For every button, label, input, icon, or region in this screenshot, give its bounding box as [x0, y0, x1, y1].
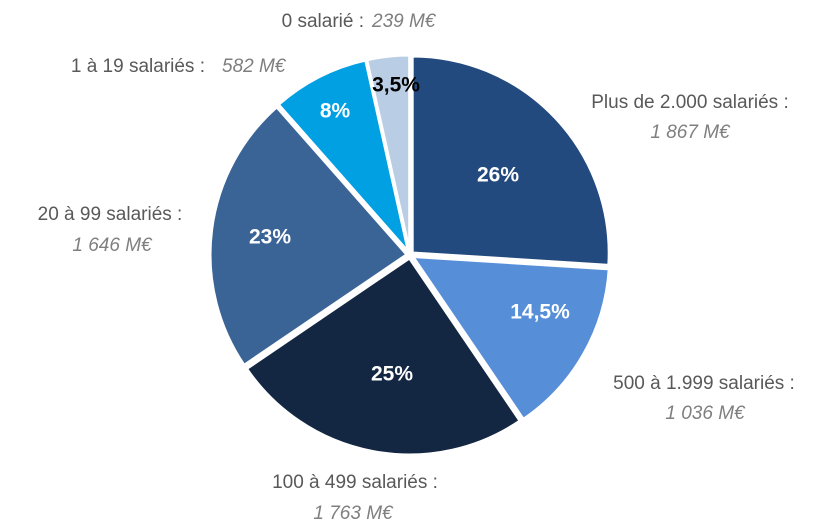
amount-label: 239 M€ [371, 11, 437, 32]
category-label: 500 à 1.999 salariés : [613, 373, 795, 394]
value-label: 23% [249, 226, 291, 249]
amount-label: 1 036 M€ [665, 403, 746, 424]
category-label: 0 salarié : [282, 11, 364, 32]
amount-label: 1 867 M€ [650, 122, 731, 143]
value-label: 25% [371, 363, 413, 386]
pie-slice [410, 54, 611, 267]
value-label: 26% [477, 164, 519, 187]
category-label: 20 à 99 salariés : [38, 204, 183, 225]
pie-slice [208, 104, 410, 368]
value-label: 8% [320, 100, 351, 123]
amount-label: 582 M€ [222, 56, 287, 77]
pie-slice [364, 53, 412, 253]
value-label: 14,5% [510, 301, 570, 324]
category-label: 1 à 19 salariés : [71, 56, 205, 77]
amount-label: 1 646 M€ [72, 235, 153, 256]
category-label: Plus de 2.000 salariés : [591, 92, 789, 113]
pie-slice [409, 254, 611, 422]
amount-label: 1 763 M€ [313, 503, 394, 524]
value-label: 3,5% [372, 74, 420, 97]
category-label: 100 à 499 salariés : [272, 472, 438, 493]
pie-slice [244, 255, 523, 457]
